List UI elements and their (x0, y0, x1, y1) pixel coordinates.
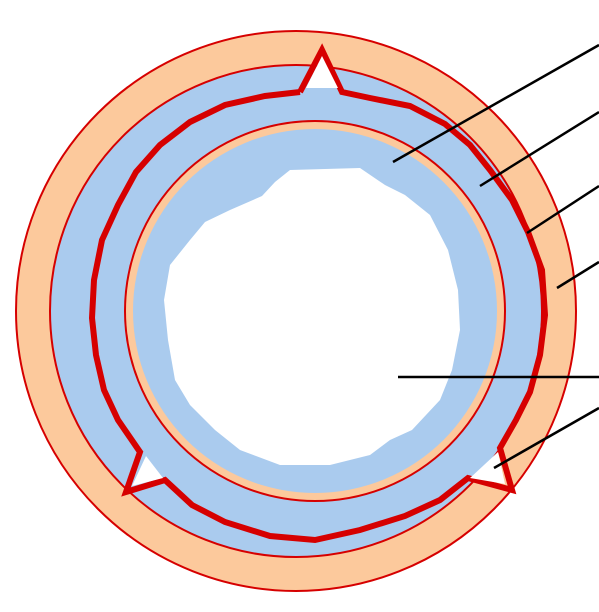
notch-top (306, 56, 338, 88)
leader-line-4 (556, 260, 599, 290)
notch-right (470, 452, 505, 484)
leader-line-1 (392, 43, 599, 164)
leader-line-7 (493, 406, 599, 470)
wave-line (88, 43, 549, 544)
lumen (164, 168, 460, 465)
notch-left (132, 456, 163, 486)
leader-lines (392, 43, 599, 470)
leader-line-3 (526, 184, 599, 235)
leader-line-2 (479, 110, 599, 188)
